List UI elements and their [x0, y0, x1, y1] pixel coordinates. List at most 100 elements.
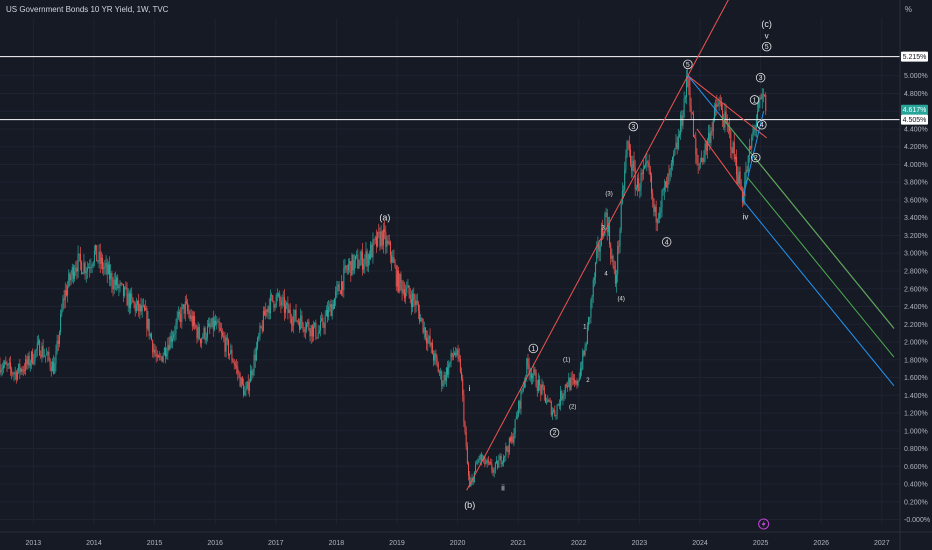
- candle-body: [677, 136, 679, 149]
- candle-body: [424, 327, 426, 338]
- candle-body: [21, 368, 23, 372]
- candle-body: [227, 340, 229, 356]
- candle-body: [5, 361, 7, 365]
- candle-body: [374, 237, 376, 240]
- candle-body: [478, 459, 480, 461]
- candle-body: [687, 76, 689, 79]
- candle-body: [111, 272, 113, 286]
- candle-body: [22, 369, 24, 372]
- candle-body: [358, 265, 360, 269]
- candle-body: [555, 415, 557, 417]
- candle-body: [220, 330, 222, 333]
- candle-body: [403, 289, 405, 299]
- candle-body: [595, 262, 597, 278]
- candle-body: [469, 475, 471, 487]
- candle-body: [75, 267, 77, 272]
- candle-body: [213, 320, 215, 330]
- price-badge: [901, 114, 928, 125]
- candle-body: [570, 377, 572, 390]
- candle-body: [396, 270, 398, 287]
- candle-body: [6, 364, 8, 366]
- y-axis: -0.000% 0.200% 0.400% 0.600% 0.800% 1.000% 1.2…: [899, 0, 930, 550]
- candle-body: [64, 290, 66, 300]
- candle-body: [330, 304, 332, 317]
- candle-body: [233, 362, 235, 365]
- candle-body: [628, 143, 630, 150]
- candle-body: [156, 355, 158, 357]
- candle-body: [442, 384, 444, 386]
- candle-body: [515, 416, 517, 420]
- candle-body: [511, 436, 513, 442]
- y-tick-label: 1.000%: [904, 428, 928, 435]
- candle-body: [202, 336, 204, 339]
- candle-body: [741, 190, 743, 203]
- candle-body: [366, 251, 368, 267]
- unit-label[interactable]: %: [904, 5, 912, 14]
- candle-body: [505, 446, 507, 456]
- candle-body: [476, 463, 478, 465]
- candle-body: [551, 411, 553, 416]
- candle-body: [642, 168, 644, 175]
- candle-body: [758, 99, 760, 112]
- candle-body: [162, 355, 164, 362]
- candle-body: [336, 286, 338, 292]
- candle-body: [11, 369, 13, 374]
- candle-body: [224, 338, 226, 352]
- candle-body: [581, 368, 583, 370]
- candle-body: [247, 381, 249, 391]
- candle-body: [732, 142, 734, 154]
- candle-body: [591, 296, 593, 301]
- extras: [758, 518, 770, 530]
- candle-body: [479, 454, 481, 460]
- candle-body: [215, 320, 217, 325]
- candle-body: [166, 353, 168, 357]
- wave-circle: [761, 41, 772, 52]
- candle-body: [534, 369, 536, 373]
- candle-body: [589, 317, 591, 319]
- candle-body: [110, 272, 112, 280]
- y-tick-label: 4.400%: [904, 126, 928, 133]
- candle-body: [281, 298, 283, 306]
- x-tick-label: 2021: [510, 540, 526, 547]
- candle-body: [445, 367, 447, 381]
- candle-body: [222, 332, 224, 336]
- candle-body: [98, 251, 100, 261]
- candle-body: [378, 231, 380, 233]
- wave-label: (3): [605, 192, 612, 198]
- candle-body: [407, 285, 409, 288]
- candle-body: [754, 127, 756, 129]
- candle-body: [81, 261, 83, 274]
- candle-body: [357, 254, 359, 269]
- candle-body: [131, 293, 133, 298]
- candle-body: [522, 387, 524, 391]
- candle-body: [716, 104, 718, 107]
- candle-body: [568, 378, 570, 388]
- candle-body: [632, 160, 634, 171]
- candle-body: [274, 305, 276, 308]
- candle-body: [492, 470, 494, 473]
- pitchfork-inner-line: [747, 177, 895, 358]
- candle-body: [269, 295, 271, 314]
- candle-body: [412, 293, 414, 308]
- candle-body: [295, 309, 297, 321]
- candle-body: [646, 161, 648, 163]
- candle-body: [289, 309, 291, 319]
- candle-body: [382, 229, 384, 246]
- candle-body: [36, 342, 38, 350]
- candle-body: [321, 317, 323, 321]
- candle-body: [244, 391, 246, 396]
- candle-body: [433, 354, 435, 361]
- wave-circle: [628, 121, 639, 132]
- candle-body: [78, 253, 80, 255]
- candle-body: [364, 258, 366, 265]
- candle-body: [391, 255, 393, 263]
- candle-body: [333, 298, 335, 309]
- candle-body: [91, 265, 93, 268]
- candle-body: [690, 105, 692, 113]
- candle-body: [196, 327, 198, 339]
- candle-body: [302, 322, 304, 330]
- candle-body: [647, 161, 649, 163]
- y-tick-label: 3.800%: [904, 180, 928, 187]
- wave-label: iv: [743, 213, 749, 222]
